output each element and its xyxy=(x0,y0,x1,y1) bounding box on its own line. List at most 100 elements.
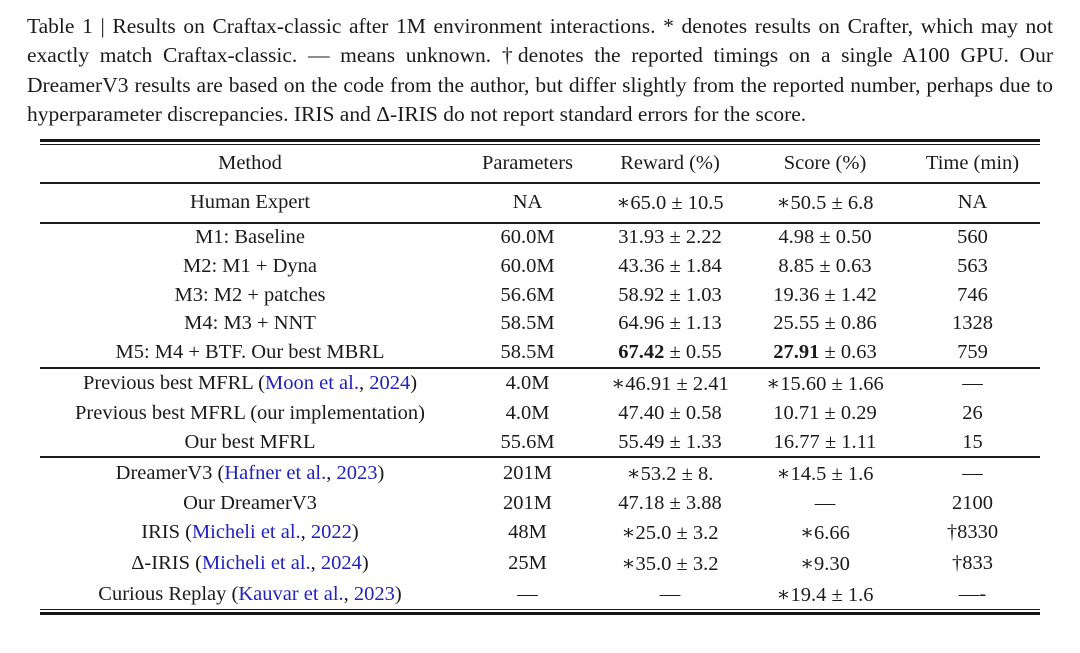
results-table: Method Parameters Reward (%) Score (%) Time … xyxy=(40,144,1040,610)
cell-reward: 55.49 ± 1.33 xyxy=(595,428,745,458)
table-row: DreamerV3 (Hafner et al., 2023) 201M ∗53.2… xyxy=(40,456,1040,489)
citation-link[interactable]: 2022 xyxy=(310,521,352,544)
cell-text: M2: M1 + Dyna xyxy=(183,255,317,278)
cell-text: 64.96 ± 1.13 xyxy=(618,312,722,335)
cell-text: — xyxy=(962,372,983,395)
cell-text: Our DreamerV3 xyxy=(183,491,317,514)
cell-text: , xyxy=(310,551,321,574)
citation-link[interactable]: Moon et al. xyxy=(265,372,359,395)
cell-reward: 47.40 ± 0.58 xyxy=(595,399,745,428)
section-human-expert: Human Expert NA ∗65.0 ± 10.5 ∗50.5 ± 6.8 NA xyxy=(40,183,1040,223)
cell-reward: ∗35.0 ± 3.2 xyxy=(595,548,745,579)
cell-text: M4: M3 + NNT xyxy=(184,312,316,335)
cell-time: 1328 xyxy=(905,309,1040,338)
cell-text: ∗25.0 ± 3.2 xyxy=(621,522,719,545)
cell-text: †833 xyxy=(952,551,993,574)
cell-score: ∗19.4 ± 1.6 xyxy=(745,579,905,610)
section-mfrl: Previous best MFRL (Moon et al., 2024) 4.… xyxy=(40,366,1040,458)
cell-text: , xyxy=(343,582,354,605)
citation-link[interactable]: Micheli et al. xyxy=(191,521,301,544)
cell-parameters: 60.0M xyxy=(460,221,595,253)
cell-time: 746 xyxy=(905,281,1040,310)
cell-text: — xyxy=(517,582,538,605)
cell-time: 563 xyxy=(905,252,1040,281)
cell-text: 16.77 ± 1.11 xyxy=(773,430,877,453)
cell-parameters: 60.0M xyxy=(460,252,595,281)
cell-method: M3: M2 + patches xyxy=(40,281,460,310)
cell-method: Previous best MFRL (our implementation) xyxy=(40,399,460,428)
cell-parameters: 201M xyxy=(460,456,595,489)
cell-method: Δ-IRIS (Micheli et al., 2024) xyxy=(40,548,460,579)
cell-reward: 43.36 ± 1.84 xyxy=(595,252,745,281)
cell-time: — xyxy=(905,456,1040,489)
cell-reward: ∗46.91 ± 2.41 xyxy=(595,366,745,400)
cell-text: ) xyxy=(361,551,369,574)
cell-text: Δ-IRIS ( xyxy=(131,551,202,574)
cell-text: ∗53.2 ± 8. xyxy=(626,463,714,486)
cell-time: 759 xyxy=(905,338,1040,368)
cell-text: 47.40 ± 0.58 xyxy=(618,401,722,424)
table-row: Human Expert NA ∗65.0 ± 10.5 ∗50.5 ± 6.8 NA xyxy=(40,183,1040,223)
bottom-rule-thin-line xyxy=(40,609,1040,611)
cell-text: 746 xyxy=(957,283,988,306)
cell-text: 19.36 ± 1.42 xyxy=(773,283,877,306)
cell-text: 47.18 ± 3.88 xyxy=(618,491,722,514)
cell-score: ∗15.60 ± 1.66 xyxy=(745,366,905,400)
cell-text: 4.0M xyxy=(505,401,550,424)
cell-text: 55.49 ± 1.33 xyxy=(618,430,722,453)
cell-text: 10.71 ± 0.29 xyxy=(773,401,877,424)
cell-parameters: 4.0M xyxy=(460,399,595,428)
citation-link[interactable]: 2024 xyxy=(369,372,411,395)
cell-text: 201M xyxy=(503,462,552,485)
cell-text: ± 0.55 xyxy=(664,340,722,363)
cell-method: M1: Baseline xyxy=(40,221,460,253)
citation-link[interactable]: Micheli et al. xyxy=(201,551,311,574)
cell-text: — xyxy=(814,491,836,514)
cell-parameters: 25M xyxy=(460,548,595,579)
cell-parameters: 58.5M xyxy=(460,338,595,368)
column-header-parameters: Parameters xyxy=(460,144,595,184)
cell-text: Human Expert xyxy=(189,191,311,214)
cell-text: M5: M4 + BTF. Our best MBRL xyxy=(115,340,385,363)
table-row: IRIS (Micheli et al., 2022) 48M ∗25.0 ± 3.… xyxy=(40,518,1040,549)
cell-reward: ∗25.0 ± 3.2 xyxy=(595,518,745,549)
cell-method: Human Expert xyxy=(40,183,460,223)
citation-link[interactable]: Kauvar et al. xyxy=(238,582,344,605)
cell-text: ∗19.4 ± 1.6 xyxy=(776,583,874,606)
column-header-method: Method xyxy=(40,144,460,184)
cell-time: 2100 xyxy=(905,489,1040,518)
cell-text: , xyxy=(358,372,370,395)
cell-score: 8.85 ± 0.63 xyxy=(745,252,905,281)
best-value: 67.42 xyxy=(618,340,665,363)
citation-link[interactable]: 2024 xyxy=(320,551,362,574)
citation-link[interactable]: 2023 xyxy=(336,462,378,485)
cell-parameters: 58.5M xyxy=(460,309,595,338)
top-rule-thick-line xyxy=(40,138,1040,142)
cell-score: 10.71 ± 0.29 xyxy=(745,399,905,428)
paper-page: Table 1 | Results on Craftax-classic aft… xyxy=(0,12,1080,616)
cell-text: Previous best MFRL (our implementation) xyxy=(75,401,425,424)
cell-text: 60.0M xyxy=(500,255,555,278)
cell-reward: — xyxy=(595,579,745,610)
cell-text: ∗14.5 ± 1.6 xyxy=(776,463,874,486)
cell-score: 4.98 ± 0.50 xyxy=(745,221,905,253)
cell-parameters: 48M xyxy=(460,518,595,549)
cell-text: 2100 xyxy=(952,491,993,514)
section-baselines: DreamerV3 (Hafner et al., 2023) 201M ∗53.2… xyxy=(40,456,1040,610)
cell-text: Curious Replay ( xyxy=(98,582,239,605)
citation-link[interactable]: 2023 xyxy=(353,582,395,605)
cell-text: ∗15.60 ± 1.66 xyxy=(766,373,884,396)
citation-link[interactable]: Hafner et al. xyxy=(224,462,327,485)
cell-time: NA xyxy=(905,183,1040,223)
cell-parameters: 4.0M xyxy=(460,366,595,400)
cell-text: ∗65.0 ± 10.5 xyxy=(616,192,724,215)
cell-text: — xyxy=(659,582,681,605)
cell-text: 58.5M xyxy=(500,312,555,335)
cell-reward: 58.92 ± 1.03 xyxy=(595,281,745,310)
cell-text: —- xyxy=(958,582,987,605)
cell-text: M1: Baseline xyxy=(195,226,305,249)
cell-time: †833 xyxy=(905,548,1040,579)
cell-score: 16.77 ± 1.11 xyxy=(745,428,905,458)
cell-reward: 47.18 ± 3.88 xyxy=(595,489,745,518)
cell-text: 563 xyxy=(957,255,988,278)
